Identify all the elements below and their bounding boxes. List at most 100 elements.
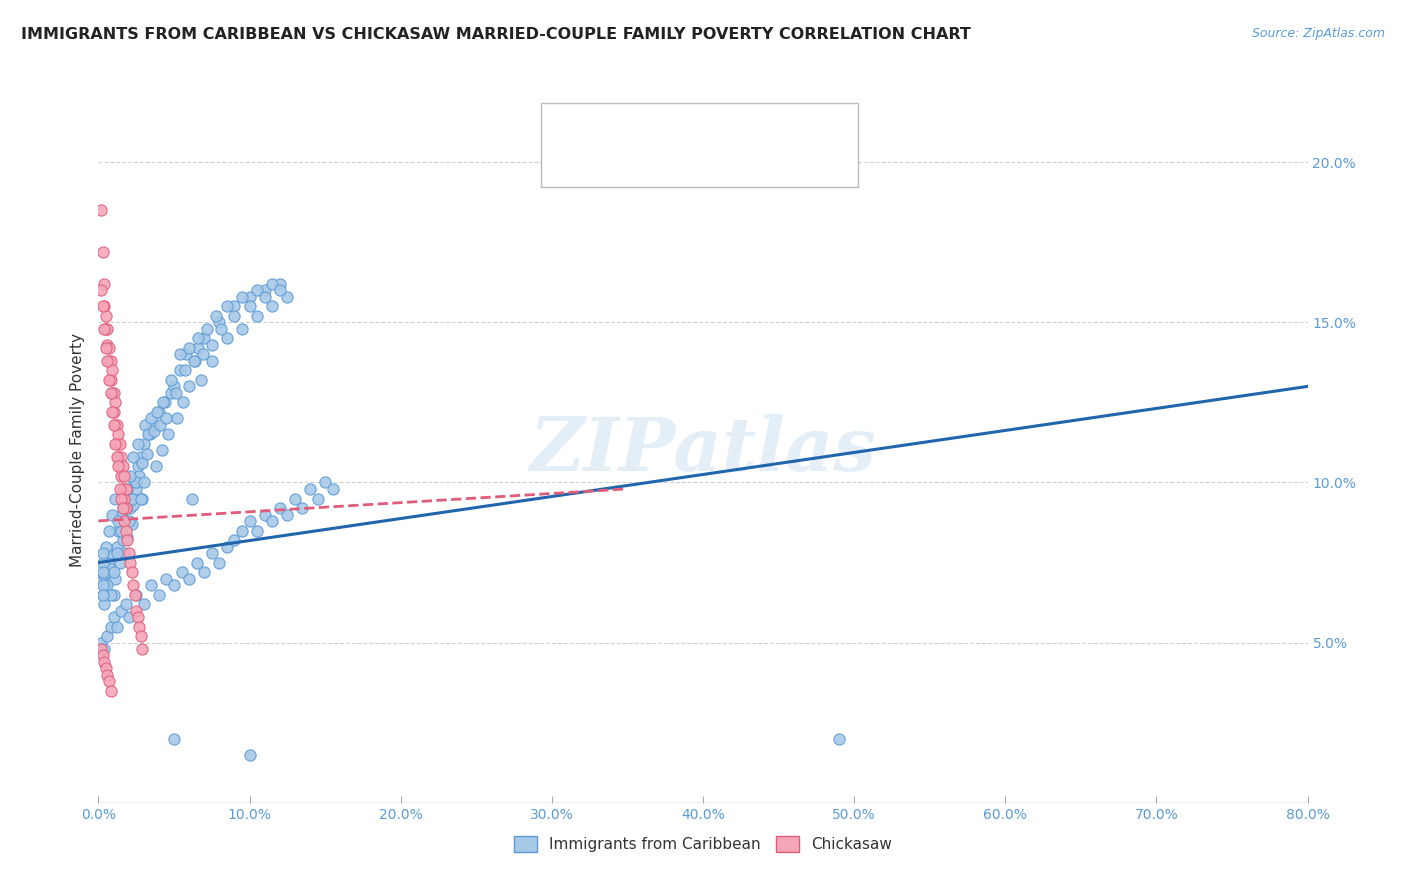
Point xyxy=(131,642,153,657)
Text: 0.316: 0.316 xyxy=(636,118,679,132)
Point xyxy=(139,427,162,442)
Point xyxy=(94,341,117,355)
Point xyxy=(146,405,169,419)
Point xyxy=(155,572,177,586)
Point xyxy=(166,411,188,425)
Point xyxy=(100,353,122,368)
Point xyxy=(91,588,114,602)
Point xyxy=(91,565,114,579)
Point xyxy=(98,556,121,570)
Point xyxy=(181,491,204,506)
Point xyxy=(96,338,118,352)
Point xyxy=(239,747,262,762)
Point xyxy=(108,437,131,451)
Point xyxy=(100,619,122,633)
Point xyxy=(91,578,114,592)
Point xyxy=(195,322,218,336)
Point xyxy=(132,597,155,611)
Point xyxy=(284,491,307,506)
Point xyxy=(184,353,207,368)
Point xyxy=(104,395,127,409)
Point xyxy=(104,417,127,432)
Point xyxy=(115,530,138,544)
Point xyxy=(183,353,205,368)
Point xyxy=(110,450,132,464)
Point xyxy=(143,424,166,438)
Point xyxy=(103,565,125,579)
Point xyxy=(108,459,131,474)
Point xyxy=(173,363,195,377)
Point xyxy=(91,648,114,663)
Point xyxy=(160,373,183,387)
Text: N =: N = xyxy=(690,162,721,177)
Point xyxy=(231,322,253,336)
Point xyxy=(125,588,148,602)
Point xyxy=(179,341,201,355)
Point xyxy=(96,629,118,643)
Point xyxy=(110,604,132,618)
Point xyxy=(135,447,157,461)
Point xyxy=(129,450,152,464)
Point xyxy=(114,524,136,538)
Point xyxy=(100,373,122,387)
Point xyxy=(190,373,212,387)
Point xyxy=(208,556,231,570)
Point xyxy=(105,437,128,451)
Point xyxy=(111,459,134,474)
Point xyxy=(201,546,224,560)
Point xyxy=(96,565,118,579)
Point xyxy=(239,290,262,304)
Point xyxy=(134,417,156,432)
Point xyxy=(93,642,115,657)
Text: R =: R = xyxy=(602,162,631,177)
Point xyxy=(163,731,186,746)
Text: 0.056: 0.056 xyxy=(636,162,679,177)
Point xyxy=(110,508,132,522)
Point xyxy=(110,491,132,506)
Point xyxy=(128,619,150,633)
Point xyxy=(155,411,177,425)
Point xyxy=(104,572,127,586)
Point xyxy=(112,469,135,483)
Point xyxy=(94,540,117,554)
Point xyxy=(187,331,209,345)
Point xyxy=(93,655,115,669)
Point xyxy=(148,588,170,602)
Point xyxy=(100,588,122,602)
Point xyxy=(150,443,173,458)
Point xyxy=(208,315,231,329)
Point xyxy=(246,283,269,297)
Point xyxy=(121,491,143,506)
Point xyxy=(94,322,117,336)
Point xyxy=(91,588,114,602)
Point xyxy=(114,501,136,516)
Point xyxy=(253,283,276,297)
Point xyxy=(129,491,152,506)
Point xyxy=(127,459,149,474)
Point xyxy=(186,556,208,570)
Point xyxy=(93,299,115,313)
Point xyxy=(98,524,121,538)
Point xyxy=(108,482,131,496)
Y-axis label: Married-Couple Family Poverty: Married-Couple Family Poverty xyxy=(69,334,84,567)
Text: ZIPatlas: ZIPatlas xyxy=(530,414,876,487)
Point xyxy=(96,667,118,681)
Point xyxy=(215,540,238,554)
Point xyxy=(163,578,186,592)
Point xyxy=(115,533,138,548)
Point xyxy=(187,341,209,355)
Point xyxy=(224,533,246,548)
Point xyxy=(253,508,276,522)
Point xyxy=(163,379,186,393)
Point xyxy=(91,556,114,570)
Point xyxy=(118,546,141,560)
Point xyxy=(103,417,125,432)
Point xyxy=(90,283,112,297)
Point xyxy=(314,475,336,490)
Point xyxy=(246,524,269,538)
Point xyxy=(90,203,112,218)
Point xyxy=(193,565,215,579)
Point xyxy=(122,578,145,592)
Point xyxy=(112,514,135,528)
Point xyxy=(91,244,114,259)
